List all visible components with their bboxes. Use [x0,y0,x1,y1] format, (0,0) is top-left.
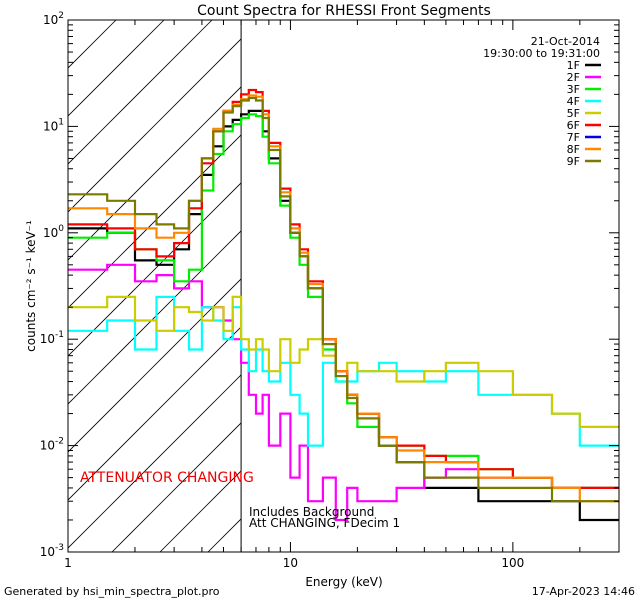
hatch-line [68,86,242,261]
series-1f-line [68,109,619,522]
legend-label-8f: 8F [567,143,580,156]
hatch-line [68,278,242,453]
legend-label-4f: 4F [567,95,580,108]
legend-label-9f: 9F [567,155,580,168]
y-tick-label: 10-1 [40,330,64,346]
generated-by-label: Generated by hsi_min_spectra_plot.pro [4,585,220,598]
legend-label-2f: 2F [567,71,580,84]
hatch-line [68,38,242,213]
includes-background-annotation: Includes Background [249,505,374,519]
legend-label-6f: 6F [567,119,580,132]
attenuator-changing-annotation: ATTENUATOR CHANGING [80,470,254,486]
hatch-line [68,182,242,357]
y-tick-label: 100 [43,224,64,240]
x-tick-label: 1 [64,556,72,570]
y-tick-label: 102 [43,11,64,27]
series-2f-line [68,263,619,522]
y-tick-label: 10-2 [40,437,64,453]
y-tick-label: 101 [43,117,64,133]
time-range-label: 19:30:00 to 19:31:00 [483,47,600,60]
legend-label-1f: 1F [567,59,580,72]
hatch-line [68,326,242,501]
hatch-line [68,374,242,549]
hatch-line [68,134,242,309]
legend-label-7f: 7F [567,131,580,144]
series-8f-line [68,94,619,503]
hatch-line [68,20,165,117]
plot-frame [67,19,620,553]
series-3f-line [68,113,619,489]
footer-date-label: 17-Apr-2023 14:46 [531,585,635,598]
x-axis-label: Energy (keV) [305,575,382,589]
hatch-line [111,422,242,552]
attenuator-hatch-region [68,20,242,552]
hatch-line [68,230,242,405]
y-axis-label: counts cm⁻² s⁻¹ keV⁻¹ [24,220,38,352]
date-label: 21-Oct-2014 [531,35,600,48]
hatch-line [68,20,213,165]
series-5f-line [68,295,619,428]
series-9f-line [68,96,619,503]
legend-label-3f: 3F [567,83,580,96]
y-tick-label: 10-3 [40,543,64,559]
att-changing-annotation: Att CHANGING, FDecim 1 [249,516,400,530]
chart-title: Count Spectra for RHESSI Front Segments [197,3,491,19]
series-6f-line [68,88,619,489]
x-tick-label: 10 [283,556,298,570]
legend-label-5f: 5F [567,107,580,120]
x-tick-label: 100 [501,556,524,570]
